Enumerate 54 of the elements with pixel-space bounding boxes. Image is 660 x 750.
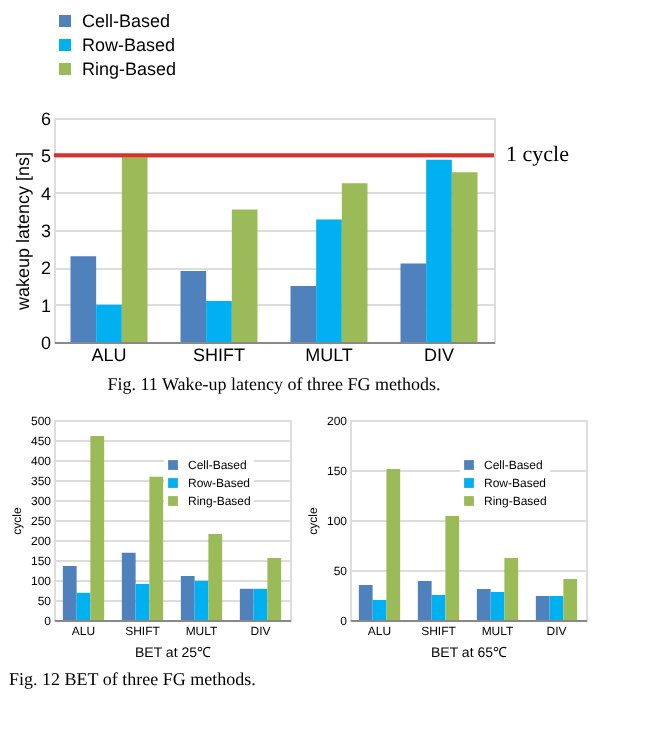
bar (96, 304, 122, 342)
bar (563, 579, 578, 620)
bar (490, 592, 505, 620)
bar (239, 588, 254, 620)
bar (194, 580, 209, 620)
legend-label: Ring-Based (82, 59, 177, 79)
legend-label: Row-Based (82, 35, 176, 55)
bar (476, 589, 491, 620)
bar (358, 585, 373, 620)
x-tick-label: MULT (305, 345, 354, 365)
legend-label: Cell-Based (82, 11, 171, 31)
y-tick-label: 2 (40, 258, 51, 279)
bar (90, 436, 105, 620)
bar (180, 576, 195, 620)
caption: Fig. 12 BET of three FG methods. (8, 669, 256, 689)
bar (535, 596, 550, 620)
bar (253, 588, 268, 620)
bar (121, 552, 136, 620)
bar (445, 516, 460, 620)
bar (231, 209, 258, 342)
bar (76, 592, 91, 620)
bar (504, 558, 519, 620)
y-tick-label: 0 (40, 333, 51, 353)
bar (451, 172, 478, 342)
bar (400, 263, 427, 342)
bar (549, 596, 564, 620)
x-tick-label: SHIFT (193, 345, 246, 365)
caption: Fig. 11 Wake-up latency of three FG methods. (107, 374, 441, 394)
y-tick-label: 4 (40, 183, 51, 204)
bar (316, 219, 342, 342)
y-tick-label: 6 (40, 109, 51, 129)
bar (426, 159, 452, 342)
bar (149, 476, 164, 620)
bar (417, 581, 432, 620)
bar (121, 155, 148, 342)
y-tick-label: 5 (40, 146, 51, 167)
y-tick-label: 3 (40, 221, 51, 241)
bar (135, 584, 150, 620)
ref-line-label: 1 cycle (506, 143, 570, 168)
bar (372, 600, 387, 620)
y-axis-title: wakeup latency [ns] (12, 151, 33, 313)
bar (431, 595, 446, 620)
x-tick-label: ALU (91, 345, 127, 365)
bar (208, 534, 223, 620)
bar (62, 566, 77, 620)
bar (341, 183, 368, 342)
bar (180, 271, 207, 342)
bar (70, 256, 97, 342)
bar (206, 300, 232, 342)
bar (267, 558, 282, 620)
bar (386, 469, 401, 620)
bar (290, 286, 317, 342)
x-tick-label: DIV (423, 345, 455, 365)
y-tick-label: 1 (40, 295, 51, 316)
